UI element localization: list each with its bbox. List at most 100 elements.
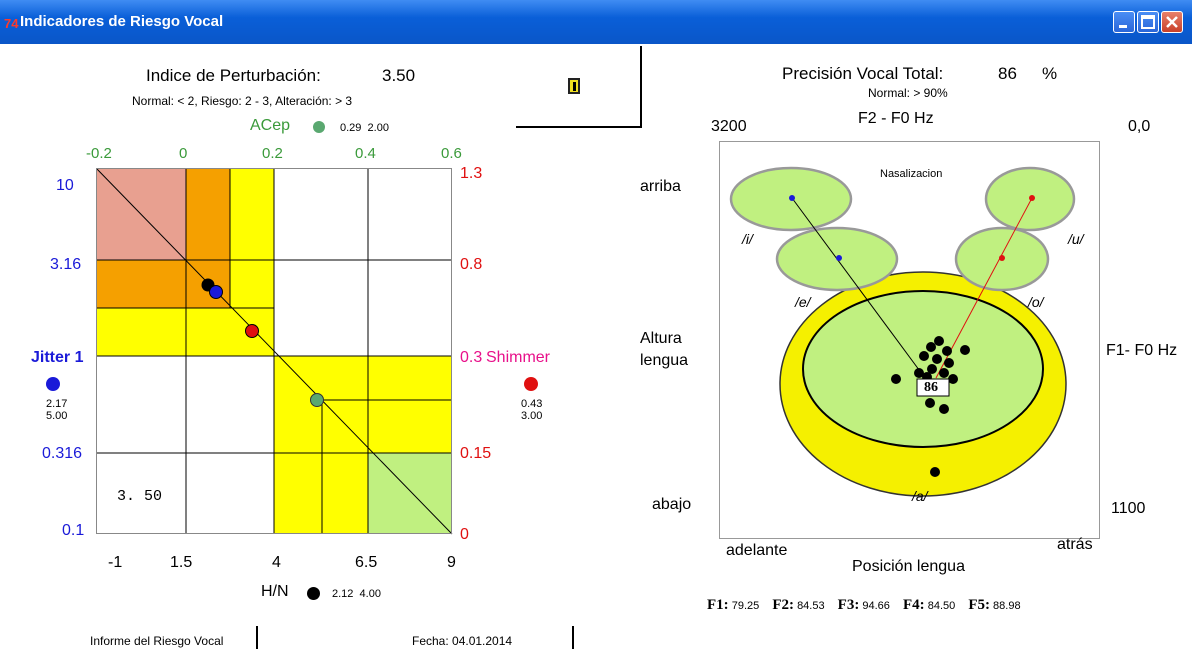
f2-axis-title: F2 - F0 Hz <box>858 110 934 127</box>
i-trajectory-line <box>791 197 926 379</box>
shimmer-legend-dot <box>524 377 538 391</box>
jitter-label: Jitter 1 <box>31 349 84 366</box>
arriba-label: arriba <box>640 178 681 195</box>
vowel-chart <box>719 141 1100 539</box>
acep-tick: 0 <box>179 145 188 162</box>
footer-divider <box>256 626 258 649</box>
perturbation-index-label: Indice de Perturbación: <box>146 66 321 85</box>
jitter-legend-dot <box>46 377 60 391</box>
formant-f4-name: F4 <box>902 597 920 613</box>
norms-text: Normal: < 2, Riesgo: 2 - 3, Alteración: … <box>132 94 353 108</box>
hn-tick: -1 <box>108 554 123 571</box>
app-icon: 74 <box>4 16 19 31</box>
vowel-o-label: /o/ <box>1028 294 1044 310</box>
hn-legend-dot <box>307 587 320 600</box>
vocal-precision-value: 86 <box>998 64 1017 83</box>
hn-tick: 6.5 <box>355 554 378 571</box>
acep-tick: 0.4 <box>355 145 376 162</box>
hn-values: 2.12 4.00 <box>332 588 381 600</box>
i-point <box>789 195 795 201</box>
panel-divider <box>516 46 642 128</box>
altura-label: Altura <box>640 330 682 347</box>
u-point <box>1029 195 1035 201</box>
grid-lines <box>96 168 453 535</box>
formant-f2-value: 84.53 <box>797 600 825 612</box>
acep-tick: 0.6 <box>441 145 462 162</box>
hn-label: H/N <box>261 583 289 600</box>
report-date: Fecha: 04.01.2014 <box>412 634 513 648</box>
vowel-u-label: /u/ <box>1068 231 1084 247</box>
acep-tick: -0.2 <box>86 145 112 162</box>
u-trajectory-line <box>935 197 1033 379</box>
jitter-tick: 0.1 <box>62 522 85 539</box>
shimmer-label: Shimmer <box>486 349 551 366</box>
formants-row: F1: 79.25 F2: 84.53 F3: 94.66 F4: 84.50 … <box>707 597 1021 613</box>
acep-marker <box>310 393 324 407</box>
hn-tick: 4 <box>272 554 281 571</box>
vocal-precision-label: Precisión Vocal Total: <box>782 64 944 83</box>
formant-f1-name: F1 <box>707 597 724 613</box>
jitter-tick: 0.316 <box>42 445 83 462</box>
hn-tick: 1.5 <box>170 554 193 571</box>
o-point <box>999 255 1005 261</box>
perturbation-index-value: 3.50 <box>382 66 416 85</box>
formant-f5-value: 88.98 <box>993 600 1021 612</box>
abajo-label: abajo <box>652 496 692 513</box>
minimize-button[interactable] <box>1113 11 1135 33</box>
vocal-precision-normal: Normal: > 90% <box>868 86 948 100</box>
chart-inner-value: 3. 50 <box>117 488 163 505</box>
jitter-tick: 10 <box>56 177 74 194</box>
atras-label: atrás <box>1057 536 1093 553</box>
maximize-button[interactable] <box>1137 11 1159 33</box>
jitter-value: 2.17 <box>46 398 68 410</box>
f1-axis-label: F1- F0 Hz <box>1106 342 1178 359</box>
posicion-lengua-label: Posición lengua <box>852 558 965 575</box>
center-value-box <box>916 378 950 397</box>
formant-f2-name: F2 <box>772 597 789 613</box>
title-bar: 74 Indicadores de Riesgo Vocal <box>0 0 1192 44</box>
shimmer-tick: 1.3 <box>460 165 483 182</box>
region-orange <box>186 168 230 260</box>
shimmer-marker <box>245 324 259 338</box>
lengua-label: lengua <box>640 352 689 369</box>
jitter-marker <box>209 285 223 299</box>
formant-f5-name: F5 <box>968 597 985 613</box>
acep-values: 0.29 2.00 <box>340 122 389 134</box>
hn-tick: 9 <box>447 554 456 571</box>
close-icon <box>1166 16 1178 28</box>
vowel-e-label: /e/ <box>795 294 811 310</box>
risk-matrix-chart <box>96 168 453 535</box>
close-button[interactable] <box>1161 11 1183 33</box>
f1-min-label: 1100 <box>1111 500 1146 517</box>
vocal-precision-unit: % <box>1042 64 1058 83</box>
acep-legend-dot <box>313 121 325 133</box>
acep-tick: 0.2 <box>262 145 283 162</box>
vowel-a-label: /a/ <box>912 488 928 504</box>
shimmer-tick: 0.3 <box>460 349 483 366</box>
formant-f4-value: 84.50 <box>927 600 956 612</box>
formant-f1-value: 79.25 <box>731 600 760 612</box>
maximize-icon <box>1141 15 1155 29</box>
adelante-label: adelante <box>726 542 788 559</box>
chart-frame <box>96 168 452 534</box>
shimmer-tick: 0 <box>460 526 469 543</box>
region-light-green <box>368 453 452 534</box>
shimmer-tick: 0.8 <box>460 256 483 273</box>
nasalizacion-label: Nasalizacion <box>880 168 943 180</box>
acep-label: ACep <box>250 117 291 134</box>
formant-f3-name: F3 <box>837 597 855 613</box>
shimmer-value: 3.00 <box>521 410 543 422</box>
jitter-tick: 3.16 <box>50 256 82 273</box>
footer-divider <box>572 626 574 649</box>
formant-f3-value: 94.66 <box>862 600 890 612</box>
inner-ellipse <box>802 290 1044 448</box>
shimmer-tick: 0.15 <box>460 445 492 462</box>
e-point <box>836 255 842 261</box>
f2-max-label: 3200 <box>711 118 747 135</box>
shimmer-value: 0.43 <box>521 398 543 410</box>
print-icon[interactable] <box>568 78 580 94</box>
f2-min-label: 0,0 <box>1128 118 1151 135</box>
window-title: Indicadores de Riesgo Vocal <box>20 13 224 30</box>
report-label: Informe del Riesgo Vocal <box>90 634 224 648</box>
minimize-icon <box>1119 25 1127 28</box>
